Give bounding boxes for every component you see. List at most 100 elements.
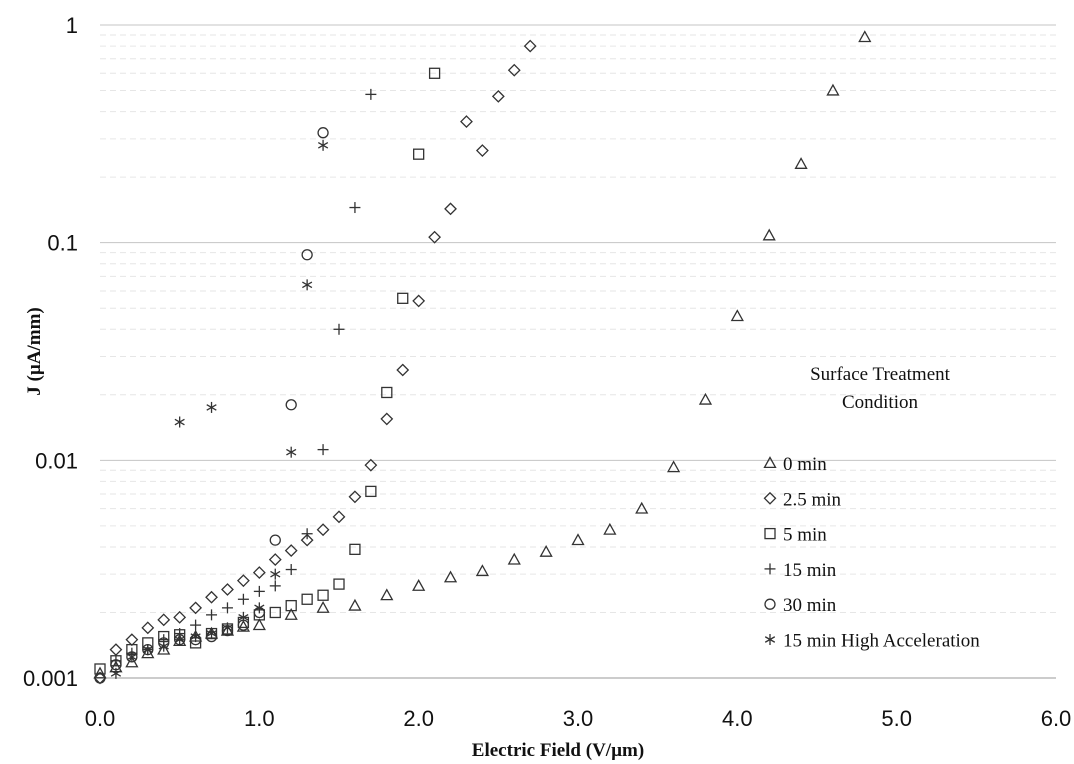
legend: Surface Treatment Condition 0 min 2.5 min 5 … (763, 364, 980, 652)
data-point (381, 386, 393, 399)
data-point (428, 230, 442, 244)
data-point (635, 501, 649, 514)
data-point (286, 446, 297, 458)
data-point (443, 570, 458, 583)
data-point (348, 490, 362, 504)
y-tick-label: 0.1 (47, 231, 78, 256)
data-points (93, 30, 872, 685)
data-point (302, 279, 313, 291)
x-tick-label: 4.0 (722, 706, 753, 731)
data-point (349, 543, 361, 555)
data-point (698, 392, 713, 405)
data-point (332, 510, 346, 524)
y-tick-label: 0.001 (23, 666, 78, 691)
x-tick-label: 2.0 (403, 706, 434, 731)
data-point (125, 633, 139, 647)
data-point (333, 578, 345, 590)
data-point (349, 202, 361, 214)
data-point (158, 640, 169, 652)
data-point (236, 619, 251, 632)
data-point (157, 642, 171, 655)
data-point (316, 523, 330, 537)
data-point (396, 363, 410, 377)
data-point (413, 148, 425, 160)
data-point (444, 202, 457, 216)
data-point (237, 593, 249, 605)
data-point (284, 608, 298, 620)
data-point (507, 63, 521, 77)
data-point (412, 294, 426, 308)
series-5 (110, 139, 329, 679)
data-point (222, 622, 233, 634)
grid-lines (100, 24, 1056, 679)
data-point (206, 609, 218, 621)
data-point (507, 552, 521, 565)
data-point (603, 522, 617, 535)
data-point (762, 228, 776, 241)
legend-item: 2.5 min (763, 489, 842, 510)
data-point (301, 528, 313, 540)
data-point (190, 631, 201, 643)
data-point (475, 144, 489, 157)
legend-title: Surface Treatment (810, 364, 951, 385)
data-point (460, 115, 473, 128)
x-tick-label: 3.0 (563, 706, 594, 731)
legend-label: 0 min (783, 454, 827, 475)
data-point (365, 485, 377, 498)
y-axis-title: J (µA/mm) (24, 307, 45, 396)
data-point (236, 574, 250, 588)
x-tick-label: 6.0 (1041, 706, 1072, 731)
data-point (301, 249, 313, 261)
data-point (206, 628, 217, 640)
data-point (300, 533, 314, 547)
data-point (94, 663, 106, 675)
legend-label: 15 min (783, 560, 837, 581)
legend-item: 5 min (764, 525, 827, 546)
data-point (348, 598, 362, 611)
data-point (109, 643, 123, 657)
data-point (142, 644, 153, 656)
data-point (238, 611, 249, 623)
data-point (173, 610, 187, 624)
legend-marker (764, 634, 776, 645)
legend-label: 15 min High Acceleration (783, 631, 980, 652)
data-point (285, 399, 297, 411)
data-point (252, 618, 266, 631)
data-point (523, 39, 537, 53)
data-point (316, 601, 330, 613)
x-tick-label: 1.0 (244, 706, 275, 731)
data-point (491, 89, 505, 103)
data-point (380, 588, 394, 601)
series-0 (93, 30, 872, 679)
data-point (364, 458, 378, 472)
data-point (221, 602, 233, 614)
data-point (317, 139, 329, 151)
legend-label: 5 min (783, 525, 827, 546)
data-point (475, 564, 490, 577)
data-point (285, 599, 297, 612)
data-point (253, 585, 265, 597)
legend-marker (763, 491, 777, 505)
y-tick-label: 1 (66, 13, 78, 38)
data-point (254, 602, 265, 614)
data-point (826, 83, 840, 96)
legend-item: 15 min High Acceleration (764, 631, 980, 652)
y-tick-label: 0.01 (35, 448, 78, 473)
data-point (284, 544, 298, 557)
data-point (397, 292, 409, 304)
data-point (141, 621, 155, 635)
legend-label: 30 min (783, 595, 837, 616)
data-point (205, 590, 218, 604)
data-point (252, 566, 266, 580)
data-point (94, 672, 106, 684)
x-tick-label: 0.0 (85, 706, 116, 731)
legend-marker (764, 527, 776, 540)
legend-label: 2.5 min (783, 489, 842, 510)
data-point (317, 589, 329, 601)
data-point (285, 564, 297, 576)
data-point (110, 667, 122, 679)
data-point (269, 534, 281, 546)
data-point (221, 583, 234, 596)
